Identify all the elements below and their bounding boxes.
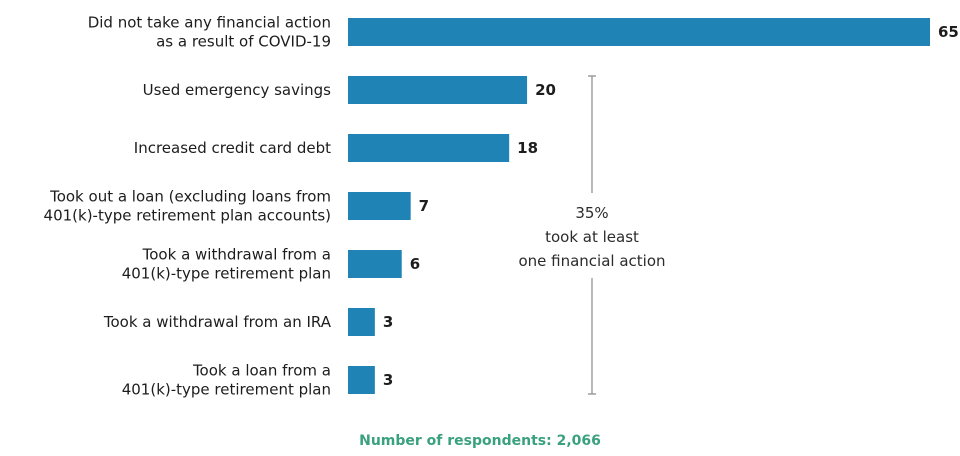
category-label-3: Took out a loan (excluding loans from 401… [44,188,331,225]
annotation-text-line-2: one financial action [518,252,665,270]
bar-0 [348,18,930,46]
category-label-1: Used emergency savings [143,81,332,99]
category-label-6-line-0: Took a loan from a [192,362,331,380]
bar-3 [348,192,411,220]
bar-5 [348,308,375,336]
value-label-1: 20 [535,81,556,99]
category-label-0-line-1: as a result of COVID-19 [156,33,331,51]
category-label-5: Took a withdrawal from an IRA [103,313,332,331]
bars-layer [348,18,930,394]
category-label-3-line-1: 401(k)-type retirement plan accounts) [44,207,331,225]
category-label-3-line-0: Took out a loan (excluding loans from [49,188,331,206]
annotation-group: 35% took at least one financial action [518,75,666,395]
value-label-2: 18 [517,139,538,157]
category-labels-layer: Did not take any financial action as a re… [44,14,332,399]
category-label-6: Took a loan from a 401(k)-type retirement… [122,362,331,399]
bar-4 [348,250,402,278]
annotation-bracket [588,75,596,395]
category-label-4-line-0: Took a withdrawal from a [142,246,331,264]
category-label-6-line-1: 401(k)-type retirement plan [122,381,331,399]
value-label-0: 65 [938,23,959,41]
category-label-0-line-0: Did not take any financial action [88,14,331,32]
value-label-3: 7 [419,197,429,215]
category-label-1-line-0: Used emergency savings [143,81,332,99]
value-label-4: 6 [410,255,420,273]
category-label-5-line-0: Took a withdrawal from an IRA [103,313,332,331]
bar-2 [348,134,510,162]
annotation-text-line-1: took at least [545,228,639,246]
bar-1 [348,76,528,104]
bar-6 [348,366,375,394]
value-label-6: 3 [383,371,393,389]
category-label-4-line-1: 401(k)-type retirement plan [122,265,331,283]
category-label-2-line-0: Increased credit card debt [134,139,331,157]
category-label-0: Did not take any financial action as a re… [88,14,331,51]
value-label-5: 3 [383,313,393,331]
annotation-percent: 35% [575,204,608,222]
category-label-4: Took a withdrawal from a 401(k)-type reti… [122,246,331,283]
value-labels-layer: 65 20 18 7 6 3 3 [383,23,959,389]
respondents-note: Number of respondents: 2,066 [359,433,601,449]
category-label-2: Increased credit card debt [134,139,331,157]
